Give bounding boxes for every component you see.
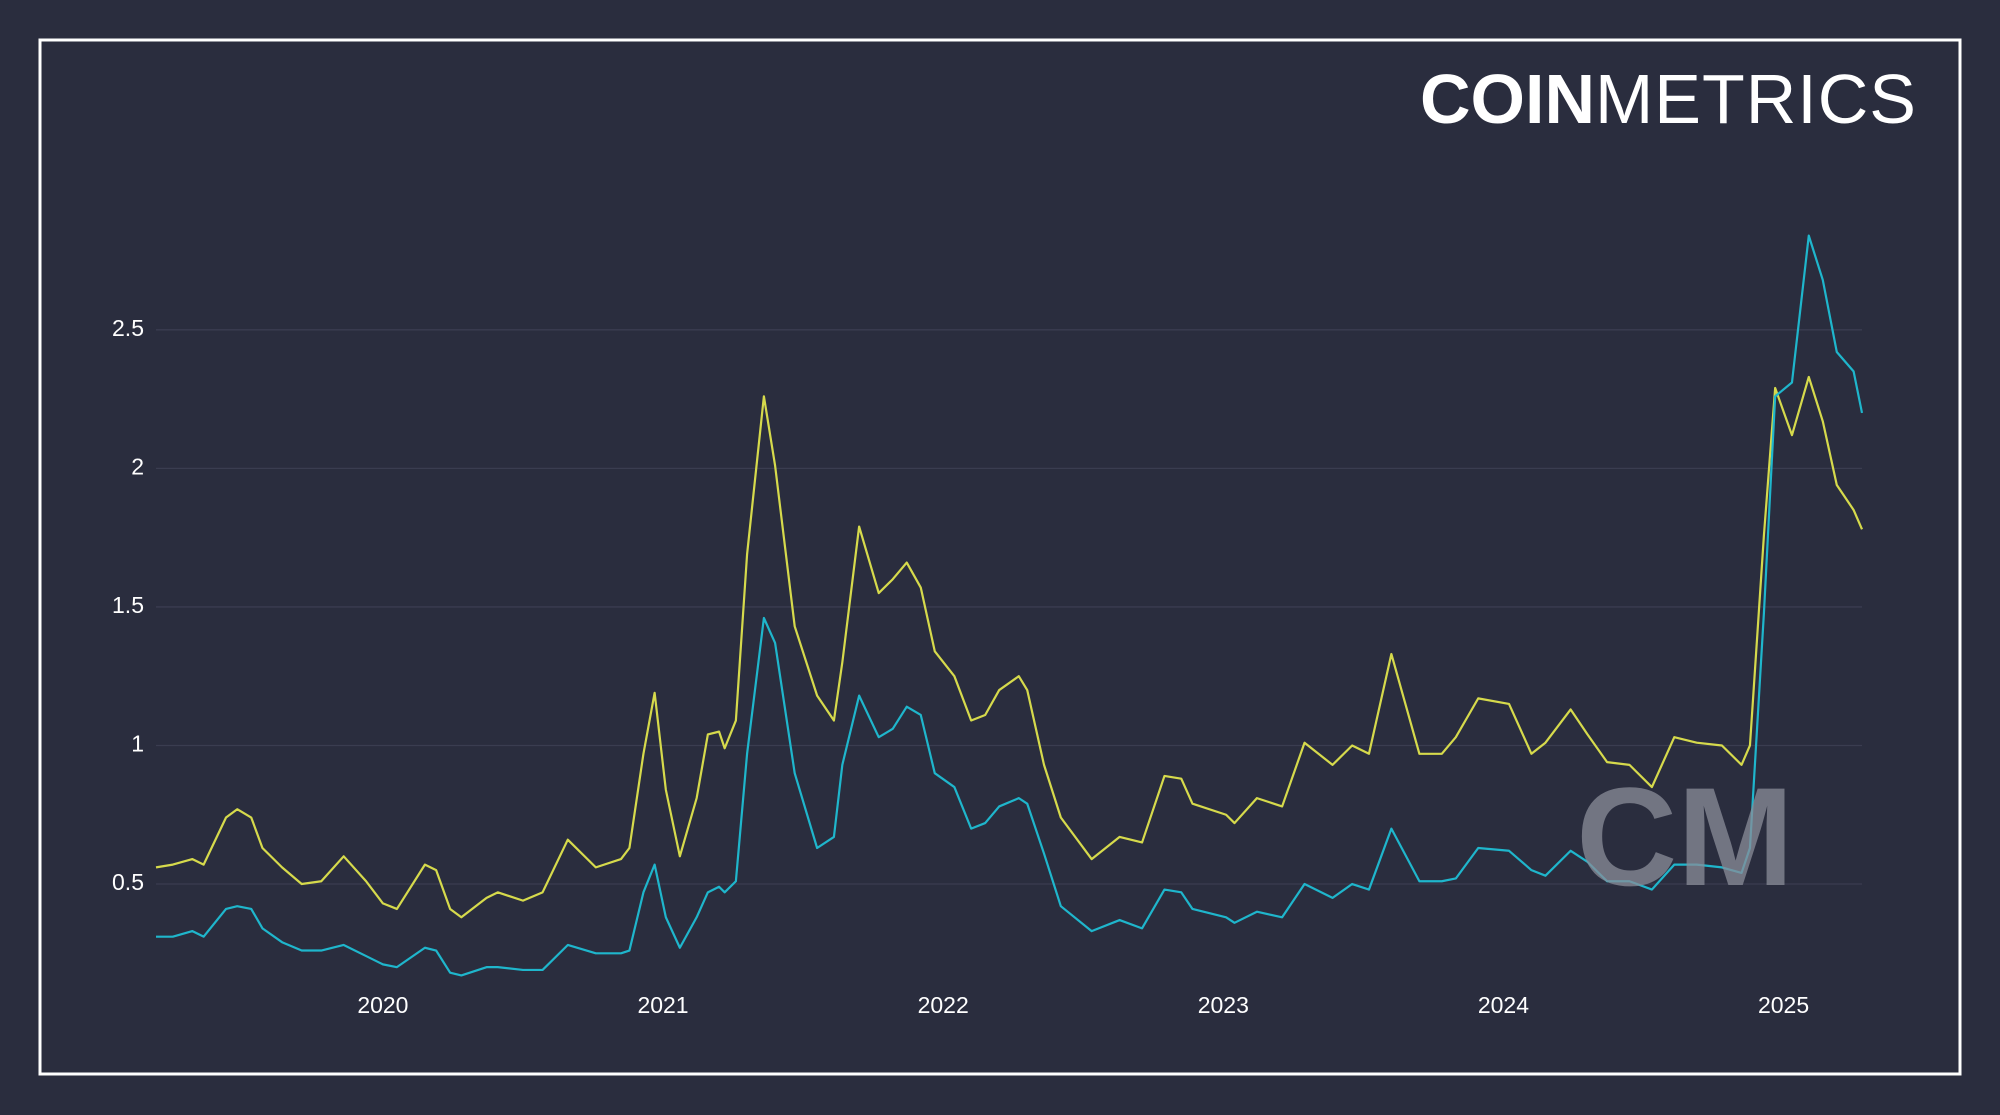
x-tick-label: 2021 bbox=[637, 992, 688, 1018]
plot-area: 0.5 1 1.5 2 2.5 2020 2021 2022 2023 2024 2025 bbox=[112, 234, 1864, 1018]
data-line bbox=[156, 234, 1864, 977]
logo-light: METRICS bbox=[1595, 60, 1917, 138]
logo-bold: COIN bbox=[1420, 60, 1595, 138]
x-tick-label: 2023 bbox=[1198, 992, 1249, 1018]
watermark: CM bbox=[1576, 758, 1794, 915]
y-tick-label: 2 bbox=[131, 453, 144, 479]
data-line bbox=[155, 375, 1864, 919]
x-tick-label: 2020 bbox=[357, 992, 408, 1018]
x-tick-label: 2022 bbox=[918, 992, 969, 1018]
x-tick-label: 2025 bbox=[1758, 992, 1809, 1018]
y-tick-label: 2.5 bbox=[112, 315, 144, 341]
y-tick-label: 1.5 bbox=[112, 592, 144, 618]
logo: COINMETRICS bbox=[1420, 60, 1917, 138]
x-tick-label: 2024 bbox=[1478, 992, 1529, 1018]
y-tick-label: 1 bbox=[131, 731, 144, 757]
y-tick-label: 0.5 bbox=[112, 869, 144, 895]
frame bbox=[38, 38, 1962, 1076]
